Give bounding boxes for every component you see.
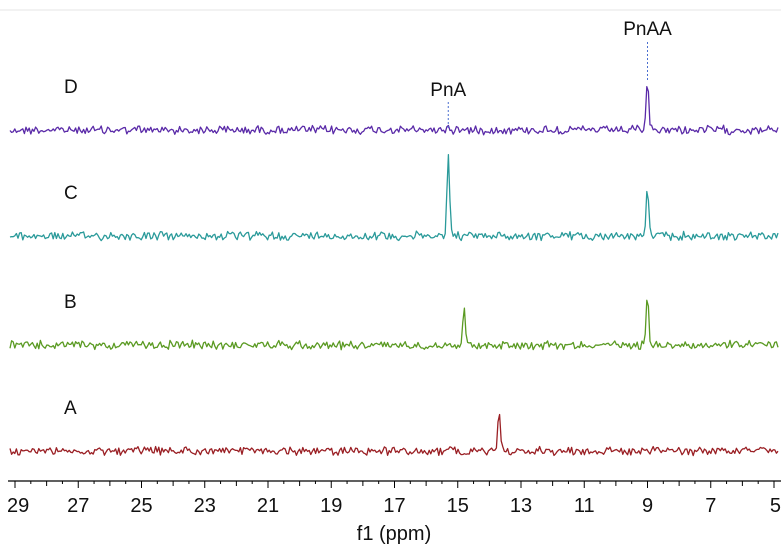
- spectrum-trace-c: [9, 154, 779, 242]
- x-tick-label: 13: [510, 495, 532, 517]
- x-tick-label: 21: [257, 495, 279, 517]
- x-tick-label: 25: [130, 495, 152, 517]
- trace-label-a: A: [64, 398, 77, 419]
- x-tick-label: 7: [705, 495, 716, 517]
- x-tick-label: 15: [447, 495, 469, 517]
- x-axis-title: f1 (ppm): [357, 523, 431, 545]
- spectrum-trace-d: [9, 86, 779, 136]
- x-axis-ticks: 29 27 25 23 21 19 17 15 13 11 9 7 5: [7, 481, 781, 517]
- spectrum-trace-a: [9, 413, 779, 457]
- peak-annotations: PnA PnAA: [430, 19, 672, 128]
- x-tick-label: 5: [770, 495, 781, 517]
- x-axis: 29 27 25 23 21 19 17 15 13 11 9 7 5 f1 (ppm): [7, 480, 781, 545]
- trace-label-d: D: [64, 77, 78, 98]
- x-tick-label: 27: [67, 495, 89, 517]
- spectrum-trace-b: [9, 299, 779, 351]
- x-tick-label: 9: [642, 495, 653, 517]
- trace-label-b: B: [64, 292, 77, 313]
- x-tick-label: 17: [383, 495, 405, 517]
- annotation-label-pnaa: PnAA: [623, 19, 672, 40]
- trace-label-c: C: [64, 183, 78, 204]
- x-tick-label: 19: [320, 495, 342, 517]
- trace-labels: D C B A: [64, 77, 78, 419]
- x-tick-label: 29: [7, 495, 29, 517]
- x-tick-label: 11: [574, 495, 595, 517]
- x-tick-label: 23: [194, 495, 216, 517]
- spectra-traces: [9, 86, 779, 457]
- annotation-label-pna: PnA: [430, 80, 466, 101]
